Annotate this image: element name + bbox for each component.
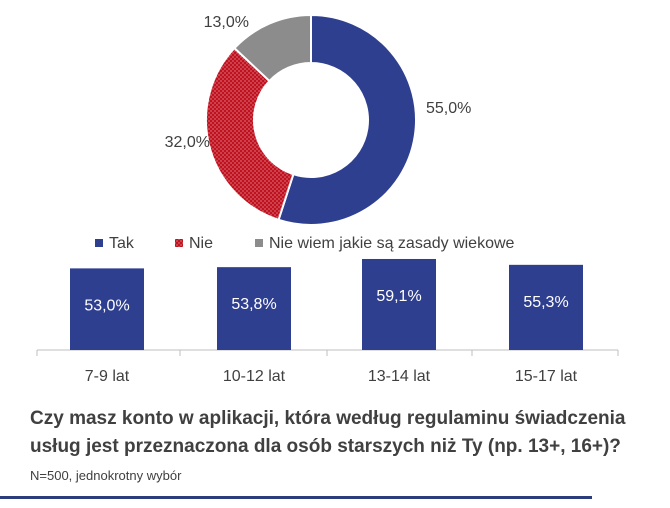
bar-1	[70, 268, 144, 350]
legend-swatch-3	[255, 239, 263, 247]
question-note: N=500, jednokrotny wybór	[30, 468, 182, 483]
legend-swatch-2	[175, 239, 183, 247]
legend: Tak Nie Nie wiem jakie są zasady wiekowe	[95, 235, 515, 252]
legend-label-3: Nie wiem jakie są zasady wiekowe	[269, 235, 515, 252]
donut-slice-2	[205, 46, 295, 222]
bottom-divider	[0, 496, 592, 499]
donut-slice-3	[233, 13, 312, 83]
x-tick-label-3: 13-14 lat	[368, 368, 431, 385]
donut-label-1: 55,0%	[426, 100, 471, 117]
bar-2	[217, 267, 291, 350]
donut-slice-labels: 55,0% 32,0% 13,0%	[165, 14, 472, 151]
bar-value-label-4: 55,3%	[523, 294, 568, 311]
question-text: Czy masz konto w aplikacji, która według…	[30, 405, 630, 490]
donut-label-3: 13,0%	[204, 14, 249, 31]
bar-value-label-2: 53,8%	[231, 296, 276, 313]
legend-label-1: Tak	[109, 235, 135, 252]
donut-slice-1	[277, 13, 417, 226]
question-main: Czy masz konto w aplikacji, która według…	[30, 408, 626, 457]
bar-4	[509, 264, 583, 350]
bar-value-label-1: 53,0%	[84, 297, 129, 314]
chart-area: 55,0% 32,0% 13,0% Tak Nie Nie wiem jakie są …	[36, 13, 619, 385]
bar-value-label-3: 59,1%	[376, 288, 421, 305]
donut-chart	[205, 13, 417, 226]
x-tick-label-2: 10-12 lat	[223, 368, 286, 385]
bar-chart: 53,0% 7-9 lat 53,8% 10-12 lat 59,1% 13-14 lat…	[36, 258, 619, 385]
bar-3	[362, 258, 436, 350]
legend-label-2: Nie	[189, 235, 213, 252]
donut-label-2: 32,0%	[165, 134, 210, 151]
x-tick-label-1: 7-9 lat	[85, 368, 130, 385]
x-tick-label-4: 15-17 lat	[515, 368, 578, 385]
legend-swatch-1	[95, 239, 103, 247]
